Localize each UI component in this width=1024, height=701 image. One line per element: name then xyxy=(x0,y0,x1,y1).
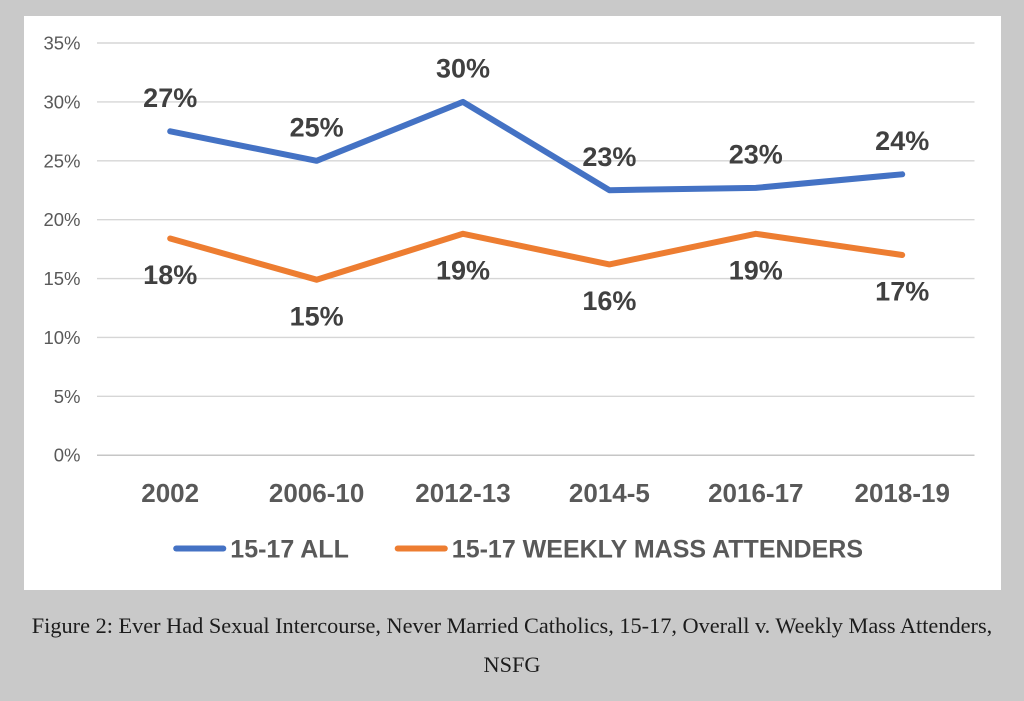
svg-text:2014-5: 2014-5 xyxy=(569,478,650,508)
svg-text:2006-10: 2006-10 xyxy=(269,478,364,508)
svg-text:2002: 2002 xyxy=(141,478,199,508)
svg-text:23%: 23% xyxy=(582,142,636,172)
svg-text:15-17 WEEKLY MASS ATTENDERS: 15-17 WEEKLY MASS ATTENDERS xyxy=(452,536,863,564)
svg-text:2016-17: 2016-17 xyxy=(708,478,803,508)
svg-text:15-17 ALL: 15-17 ALL xyxy=(230,536,349,564)
svg-text:15%: 15% xyxy=(290,301,344,331)
svg-text:0%: 0% xyxy=(54,445,81,466)
svg-text:24%: 24% xyxy=(875,126,929,156)
svg-text:19%: 19% xyxy=(729,255,783,285)
svg-text:20%: 20% xyxy=(43,209,80,230)
svg-text:15%: 15% xyxy=(43,268,80,289)
svg-text:35%: 35% xyxy=(43,33,80,54)
svg-text:25%: 25% xyxy=(290,112,344,142)
svg-text:5%: 5% xyxy=(54,386,81,407)
svg-text:17%: 17% xyxy=(875,277,929,307)
svg-text:2018-19: 2018-19 xyxy=(854,478,949,508)
svg-text:16%: 16% xyxy=(582,286,636,316)
svg-text:23%: 23% xyxy=(729,140,783,170)
svg-text:30%: 30% xyxy=(43,91,80,112)
svg-text:19%: 19% xyxy=(436,255,490,285)
svg-text:30%: 30% xyxy=(436,54,490,84)
svg-text:2012-13: 2012-13 xyxy=(415,478,510,508)
svg-text:10%: 10% xyxy=(43,327,80,348)
svg-text:27%: 27% xyxy=(143,83,197,113)
svg-text:18%: 18% xyxy=(143,260,197,290)
svg-text:25%: 25% xyxy=(43,150,80,171)
